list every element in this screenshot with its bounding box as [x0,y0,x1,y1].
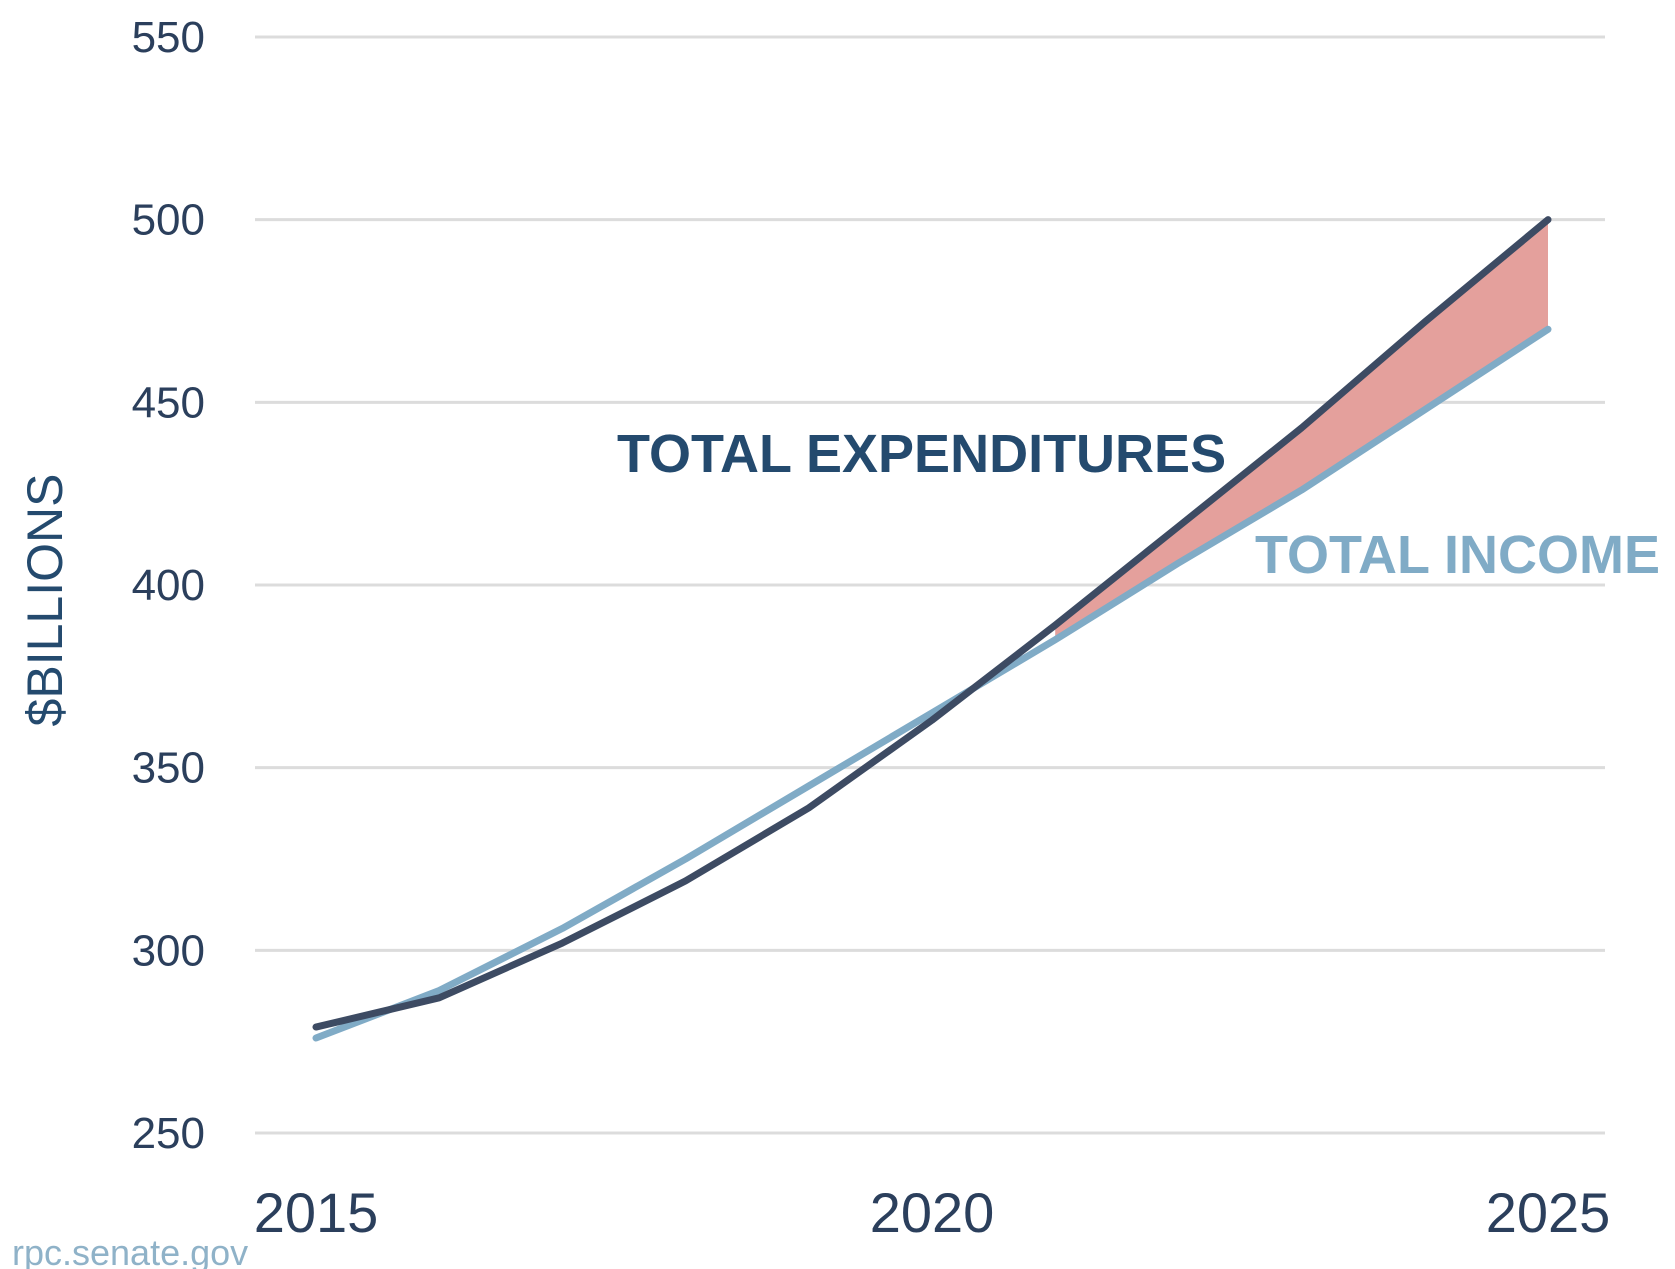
y-axis-ticks: 250 300 350 400 450 500 550 [132,13,205,1158]
y-axis-label: $BILLIONS [17,474,73,727]
series-label-expenditures: TOTAL EXPENDITURES [617,424,1226,484]
y-tick-label: 500 [132,196,205,245]
series-lines [312,216,1552,1042]
income-line [312,325,1552,1042]
series-label-income: TOTAL INCOME [1255,525,1660,585]
y-tick-label: 350 [132,744,205,793]
x-tick-label: 2025 [1486,1181,1611,1244]
y-tick-label: 550 [132,13,205,62]
expenditures-line [312,216,1552,1031]
x-axis-ticks: 2015 2020 2025 [254,1181,1611,1244]
y-tick-label: 300 [132,926,205,975]
y-tick-label: 250 [132,1109,205,1158]
gridlines [255,35,1605,1135]
y-tick-label: 450 [132,378,205,427]
y-tick-label: 400 [132,561,205,610]
x-tick-label: 2015 [254,1181,379,1244]
source-credit: rpc.senate.gov [12,1232,248,1269]
x-tick-label: 2020 [870,1181,995,1244]
